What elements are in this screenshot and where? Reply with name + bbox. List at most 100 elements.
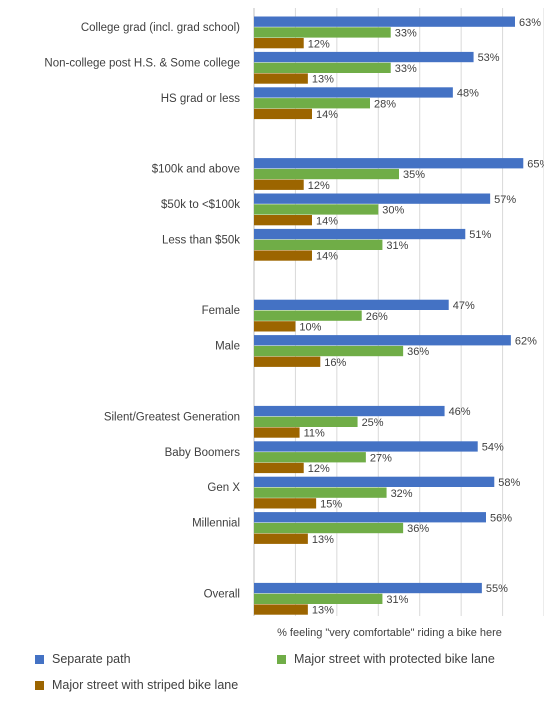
bar [254, 16, 515, 27]
bar [254, 310, 362, 321]
category-label: Silent/Greatest Generation [104, 411, 240, 423]
bar [254, 476, 495, 487]
category-label: Millennial [192, 518, 240, 530]
bar [254, 193, 491, 204]
bar [254, 299, 449, 310]
legend-label-protected-lane: Major street with protected bike lane [294, 652, 495, 666]
legend-item-separate-path: Separate path [35, 652, 131, 666]
data-label: 55% [486, 583, 508, 595]
data-label: 58% [498, 477, 520, 489]
data-label: 27% [370, 452, 392, 464]
data-label: 12% [308, 180, 330, 192]
data-label: 53% [478, 52, 500, 64]
data-label: 32% [391, 488, 413, 500]
category-label: College grad (incl. grad school) [81, 22, 240, 34]
x-axis-label: % feeling "very comfortable" riding a bi… [277, 627, 502, 639]
data-label: 54% [482, 442, 504, 454]
data-label: 48% [457, 88, 479, 100]
category-label: Male [215, 341, 240, 353]
bar [254, 179, 304, 190]
data-label: 25% [362, 417, 384, 429]
bar [254, 427, 300, 438]
data-label: 65% [527, 158, 544, 170]
bar [254, 250, 312, 261]
category-label: Baby Boomers [165, 447, 241, 459]
data-label: 62% [515, 335, 537, 347]
data-label: 30% [382, 205, 404, 217]
data-label: 14% [316, 109, 338, 121]
data-label: 13% [312, 74, 334, 86]
bar [254, 321, 296, 332]
bar [254, 228, 466, 240]
bar [254, 416, 358, 427]
bar [254, 239, 383, 250]
bar [254, 38, 304, 49]
data-label: 36% [407, 523, 429, 535]
data-label: 14% [316, 215, 338, 227]
data-label: 63% [519, 17, 541, 29]
bar [254, 73, 308, 84]
data-label: 16% [324, 357, 346, 369]
data-label: 36% [407, 346, 429, 358]
bar [254, 168, 399, 180]
data-label: 31% [386, 240, 408, 252]
bar [254, 522, 404, 534]
data-label: 31% [386, 594, 408, 606]
data-label: 33% [395, 28, 417, 40]
legend-swatch-protected-lane [277, 654, 286, 664]
category-label: $50k to <$100k [161, 199, 240, 211]
bar [254, 27, 391, 38]
data-label: 35% [403, 169, 425, 181]
bar [254, 87, 453, 98]
legend-item-protected-lane: Major street with protected bike lane [277, 652, 495, 666]
bar-chart: College grad (incl. grad school) 63% 33% 12… [44, 8, 544, 617]
category-label: Non-college post H.S. & Some college [44, 57, 240, 69]
bar [254, 335, 511, 346]
bar [254, 215, 312, 226]
bar [254, 593, 383, 604]
bar [254, 345, 404, 357]
category-label: Overall [204, 588, 240, 600]
category-label: HS grad or less [161, 93, 241, 105]
category-label: Less than $50k [162, 234, 240, 246]
bar [254, 51, 474, 63]
bar [254, 158, 524, 169]
bar [254, 533, 308, 544]
data-label: 10% [299, 322, 321, 334]
bar [254, 498, 317, 509]
bar [254, 487, 387, 498]
legend-label-striped-lane: Major street with striped bike lane [52, 678, 239, 692]
bar [254, 441, 478, 452]
bar [254, 108, 312, 120]
category-label: Female [202, 305, 240, 317]
bar [254, 452, 366, 463]
data-label: 33% [395, 63, 417, 75]
data-label: 51% [469, 229, 491, 241]
bar [254, 462, 304, 474]
data-label: 12% [308, 463, 330, 475]
legend-label-separate-path: Separate path [52, 652, 131, 666]
legend-item-striped-lane: Major street with striped bike lane [35, 678, 238, 692]
legend-swatch-separate-path [35, 654, 44, 664]
bar [254, 62, 391, 73]
legend: Separate path Major street with protecte… [0, 648, 544, 703]
bar [254, 356, 321, 367]
data-label: 57% [494, 194, 516, 206]
bar [254, 204, 379, 215]
data-label: 13% [312, 605, 334, 617]
data-label: 13% [312, 534, 334, 546]
bar [254, 405, 445, 417]
bar [254, 512, 486, 523]
category-label: Gen X [207, 482, 240, 494]
data-label: 47% [453, 300, 475, 312]
bar [254, 582, 482, 594]
legend-swatch-striped-lane [35, 680, 44, 690]
data-label: 15% [320, 499, 342, 511]
data-label: 12% [308, 38, 330, 50]
data-label: 11% [304, 428, 325, 440]
category-label: $100k and above [152, 164, 240, 176]
data-label: 46% [449, 406, 471, 418]
data-label: 14% [316, 251, 338, 263]
data-label: 26% [366, 311, 388, 323]
bar [254, 98, 370, 109]
